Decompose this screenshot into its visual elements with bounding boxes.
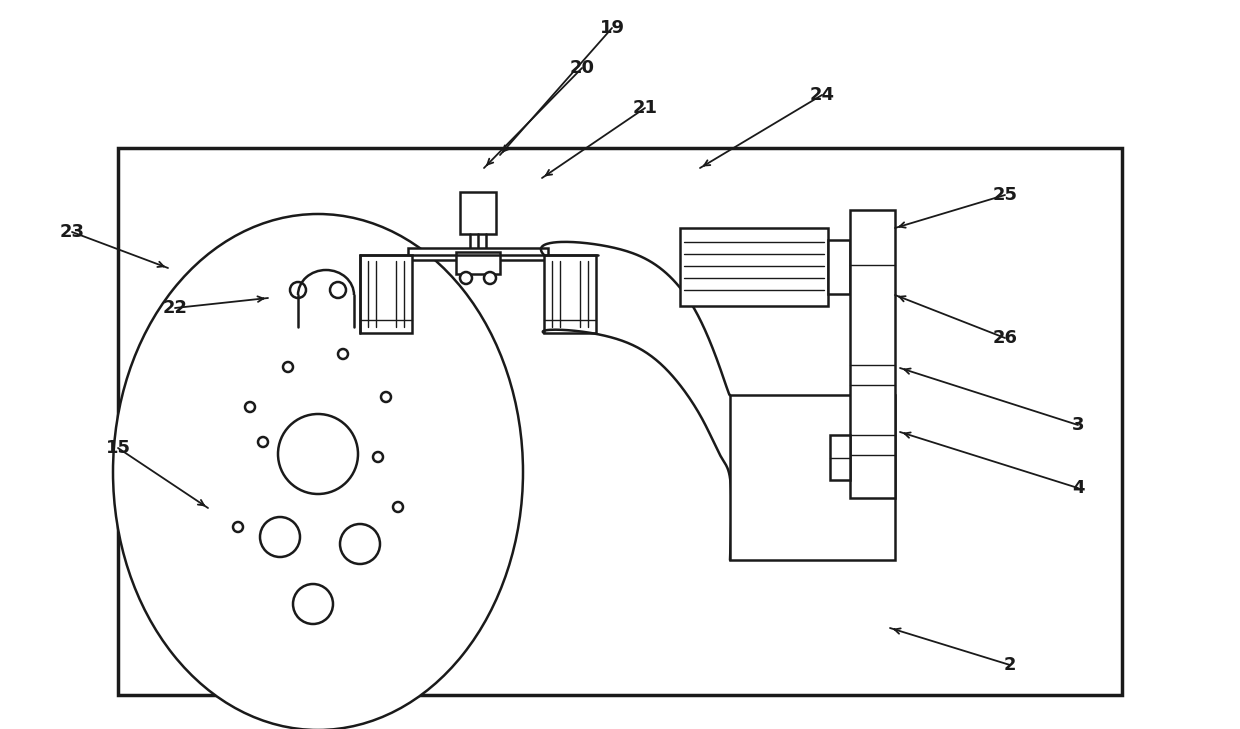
Text: 19: 19: [599, 19, 625, 37]
Text: 2: 2: [1003, 656, 1017, 674]
Circle shape: [278, 414, 358, 494]
Circle shape: [283, 362, 293, 372]
Text: 22: 22: [162, 299, 187, 317]
Bar: [118, 148, 1122, 695]
Text: 25: 25: [992, 186, 1018, 204]
Circle shape: [393, 502, 403, 512]
Circle shape: [293, 584, 334, 624]
Circle shape: [373, 452, 383, 462]
Circle shape: [340, 524, 379, 564]
Bar: [408, 248, 548, 260]
Circle shape: [233, 522, 243, 532]
Circle shape: [246, 402, 255, 412]
Circle shape: [460, 272, 472, 284]
Bar: [680, 228, 828, 306]
Text: 26: 26: [992, 329, 1018, 347]
Text: 3: 3: [1071, 416, 1084, 434]
Circle shape: [260, 517, 300, 557]
Text: 4: 4: [1071, 479, 1084, 497]
Bar: [544, 255, 596, 333]
Text: 21: 21: [632, 99, 657, 117]
Circle shape: [339, 349, 348, 359]
Bar: [849, 210, 895, 498]
Bar: [360, 255, 412, 333]
Bar: [828, 240, 849, 294]
Bar: [460, 192, 496, 234]
Text: 23: 23: [60, 223, 84, 241]
Text: 20: 20: [569, 59, 594, 77]
Circle shape: [484, 272, 496, 284]
Bar: [730, 395, 895, 560]
Circle shape: [258, 437, 268, 447]
Text: 24: 24: [810, 86, 835, 104]
Bar: [830, 435, 849, 480]
Circle shape: [330, 282, 346, 298]
Text: 15: 15: [105, 439, 130, 457]
Circle shape: [290, 282, 306, 298]
Circle shape: [381, 392, 391, 402]
Bar: [456, 252, 500, 274]
Ellipse shape: [113, 214, 523, 729]
